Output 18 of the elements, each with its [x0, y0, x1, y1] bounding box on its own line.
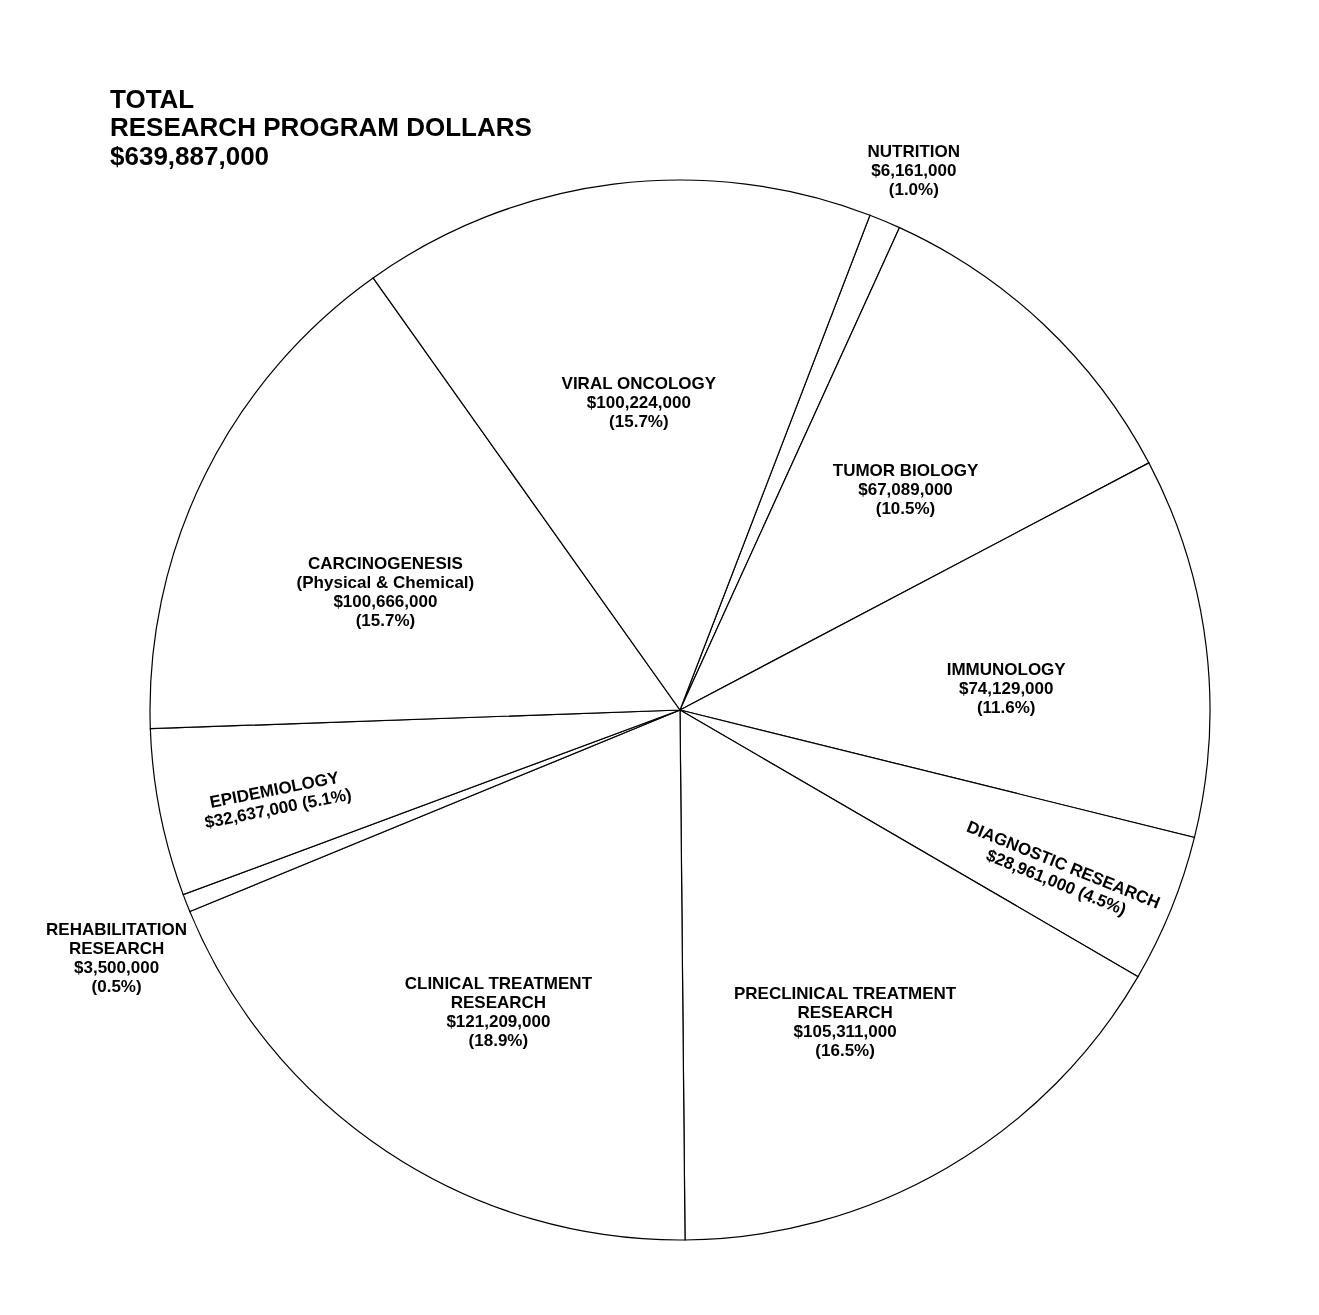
data-label: $67,089,000 (10.5%) [858, 480, 953, 518]
data-label: $74,129,000 (11.6%) [958, 679, 1054, 718]
slice-label: CARCINOGENESIS (Physical & Chemical) [296, 554, 475, 593]
data-label: $3,500,000 (0.5%) [74, 958, 160, 997]
slice-label: REHABILITATION RESEARCH [46, 920, 188, 959]
data-label: $6,161,000 (1.0%) [871, 161, 957, 199]
slice-label: CLINICAL TREATMENT RESEARCH [404, 973, 593, 1012]
chart-title: TOTAL RESEARCH PROGRAM DOLLARS [110, 84, 532, 142]
slice-label: PRECLINICAL TREATMENT RESEARCH [734, 984, 957, 1023]
slice-label: NUTRITION [867, 142, 961, 161]
data-label: $121,209,000 (18.9%) [446, 1011, 551, 1050]
data-label: $105,311,000 (16.5%) [793, 1022, 897, 1061]
data-label: $100,224,000 (15.7%) [586, 392, 691, 431]
slice-label: VIRAL ONCOLOGY [561, 373, 717, 393]
chart-subtitle: $639,887,000 [110, 141, 270, 171]
slice-label: TUMOR BIOLOGY [832, 461, 979, 480]
slice-label: IMMUNOLOGY [946, 660, 1067, 680]
data-label: $100,666,000 (15.7%) [333, 592, 438, 631]
